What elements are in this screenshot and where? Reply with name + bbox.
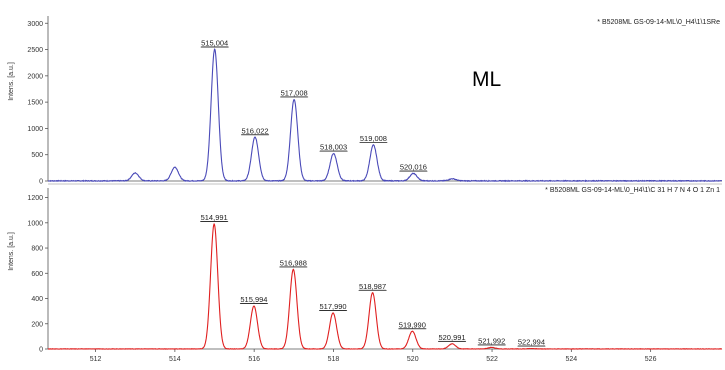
peak-label: 515,004 <box>201 39 228 48</box>
y-tick-label: 800 <box>31 246 43 253</box>
x-tick-label: 520 <box>407 356 419 363</box>
spectrum-caption: * B5208ML GS-09-14-ML\0_H4\1\C 31 H 7 N … <box>545 187 720 194</box>
y-tick-label: 600 <box>31 271 43 278</box>
spectrum-caption: * B5208ML GS-09-14-ML\0_H4\1\1SRe <box>597 19 720 26</box>
peak-label: 518,003 <box>320 143 347 152</box>
peak-label: 520,991 <box>438 333 465 342</box>
peak-label: 514,991 <box>201 213 228 222</box>
peak-label: 521,992 <box>478 336 505 345</box>
x-tick-label: 516 <box>248 356 260 363</box>
sample-label: ML <box>472 68 501 91</box>
x-tick-label: 524 <box>565 356 577 363</box>
peak-label: 516,988 <box>280 259 307 268</box>
y-tick-label: 400 <box>31 296 43 303</box>
y-axis-title: Intens. [a.u.] <box>8 232 15 271</box>
peak-label: 515,994 <box>240 295 267 304</box>
spectrum-panel-1: 0 500 1000 1500 2000 2500 3000 Intens. [a.u.] * … <box>8 16 722 186</box>
y-tick-label: 0 <box>39 347 43 354</box>
spectrum-panel-2: 0 200 400 600 800 1000 1200 Intens. [a.u.] * B52… <box>8 187 723 363</box>
x-tick-label: 518 <box>328 356 340 363</box>
x-tick-label: 514 <box>169 356 181 363</box>
y-tick-label: 200 <box>31 321 43 328</box>
y-tick-label: 0 <box>39 179 43 186</box>
peak-label: 518,987 <box>359 282 386 291</box>
peak-label: 517,990 <box>319 302 346 311</box>
y-tick-label: 1200 <box>27 195 43 202</box>
y-tick-label: 1000 <box>27 220 43 227</box>
y-tick-label: 3000 <box>27 21 43 28</box>
y-tick-label: 1000 <box>27 126 43 133</box>
peak-label: 519,990 <box>399 320 426 329</box>
x-tick-label: 526 <box>645 356 657 363</box>
spectrum-trace <box>47 48 722 183</box>
x-tick-label: 522 <box>486 356 498 363</box>
y-axis-title: Intens. [a.u.] <box>8 62 15 101</box>
peak-label: 520,016 <box>400 163 427 172</box>
peak-label: 516,022 <box>241 126 268 135</box>
y-tick-label: 500 <box>31 152 43 159</box>
peak-label: 522,994 <box>518 338 545 347</box>
y-tick-label: 2500 <box>27 47 43 54</box>
spectrum-trace <box>47 222 723 350</box>
peak-label: 519,008 <box>360 134 387 143</box>
y-tick-label: 1500 <box>27 100 43 107</box>
peak-label: 517,008 <box>281 89 308 98</box>
x-tick-label: 512 <box>90 356 102 363</box>
y-tick-label: 2000 <box>27 73 43 80</box>
